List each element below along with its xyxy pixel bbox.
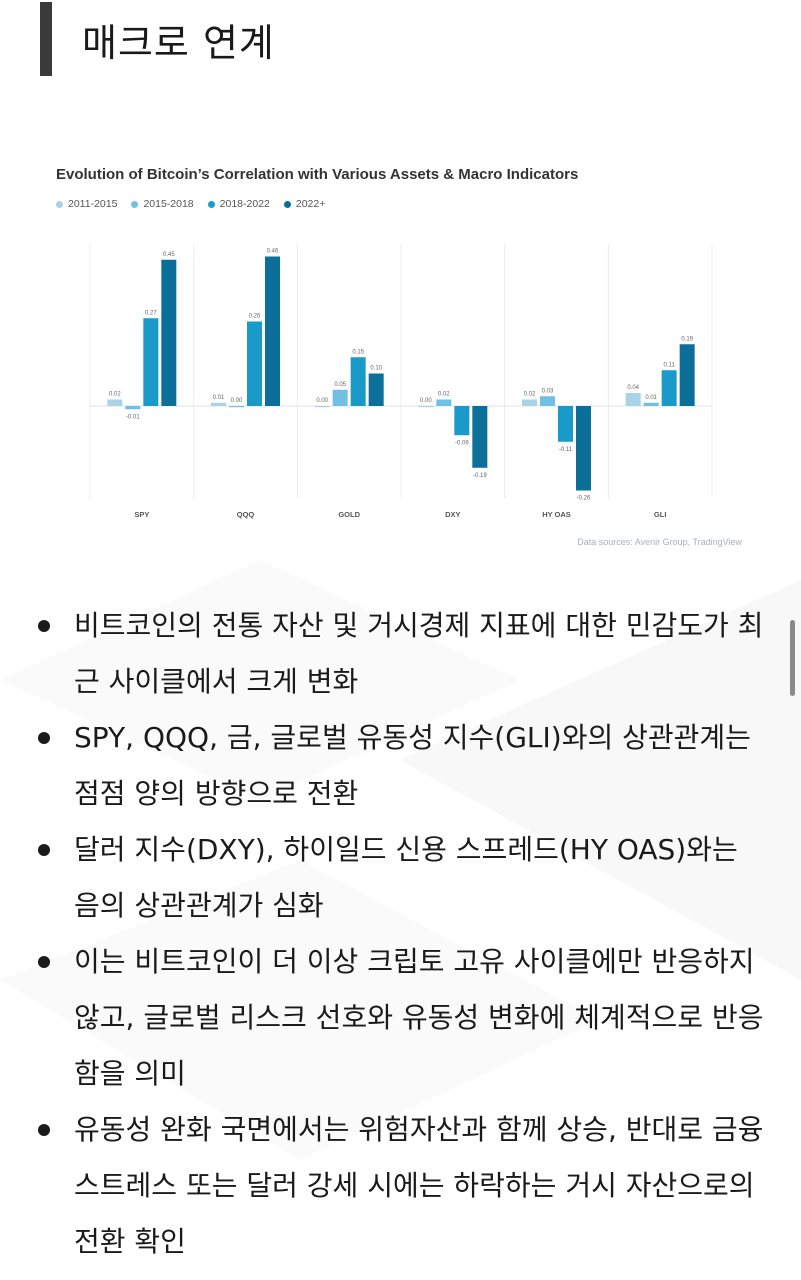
bar xyxy=(229,406,244,408)
bar xyxy=(679,344,695,406)
data-label: 0.27 xyxy=(145,310,157,316)
legend-label: 2011-2015 xyxy=(68,198,118,210)
data-label: 0.11 xyxy=(664,362,676,368)
chart-title: Evolution of Bitcoin’s Correlation with … xyxy=(56,166,579,183)
bar xyxy=(332,389,348,406)
bar xyxy=(454,406,470,436)
legend-item: 2018-2022 xyxy=(207,198,270,210)
section-header: 매크로 연계 xyxy=(40,2,275,76)
bar xyxy=(661,370,677,406)
list-item: SPY, QQQ, 금, 글로벌 유동성 지수(GLI)와의 상관관계는 점점 … xyxy=(30,710,770,822)
data-label: -0.09 xyxy=(455,440,469,446)
data-label: 0.10 xyxy=(370,366,382,372)
legend-swatch xyxy=(283,200,291,208)
bar xyxy=(522,399,537,406)
bar xyxy=(368,373,384,406)
bar xyxy=(143,318,159,406)
category-tick-label: QQQ xyxy=(237,510,255,519)
bullet-list: 비트코인의 전통 자산 및 거시경제 지표에 대한 민감도가 최근 사이클에서 … xyxy=(30,598,770,1270)
chart-legend: 2011-2015 2015-2018 2018-2022 2022+ xyxy=(56,198,325,210)
data-label: 0.19 xyxy=(681,336,693,342)
category-tick-label: SPY xyxy=(134,510,149,519)
data-label: 0.02 xyxy=(524,392,536,398)
data-label: 0.01 xyxy=(213,395,225,401)
bar xyxy=(265,256,280,406)
data-label: -0.19 xyxy=(473,473,487,479)
data-label: 0.00 xyxy=(420,398,432,404)
scrollbar-thumb[interactable] xyxy=(790,620,795,696)
data-label: 0.03 xyxy=(542,388,554,394)
bar xyxy=(558,406,573,442)
category-tick-label: DXY xyxy=(445,510,460,519)
bullet-icon xyxy=(38,1124,50,1136)
bullet-icon xyxy=(38,956,50,968)
bar xyxy=(350,357,366,406)
bar xyxy=(247,321,262,406)
data-label: 0.02 xyxy=(438,392,450,398)
data-label: -0.26 xyxy=(577,496,591,502)
data-label: 0.01 xyxy=(645,395,657,401)
data-label: 0.45 xyxy=(163,252,175,258)
legend-swatch xyxy=(56,200,63,208)
bullet-icon xyxy=(38,620,50,632)
legend-label: 2022+ xyxy=(295,198,326,210)
data-label: -0.11 xyxy=(559,447,573,453)
data-label: 0.46 xyxy=(267,249,279,255)
bar xyxy=(107,399,123,406)
list-item-text: 유동성 완화 국면에서는 위험자산과 함께 상승, 반대로 금융 스트레스 또는… xyxy=(74,1113,764,1258)
bar xyxy=(418,406,434,408)
bar xyxy=(161,259,177,406)
list-item-text: SPY, QQQ, 금, 글로벌 유동성 지수(GLI)와의 상관관계는 점점 … xyxy=(74,721,751,810)
data-label: 0.00 xyxy=(316,398,328,404)
list-item: 이는 비트코인이 더 이상 크립토 고유 사이클에만 반응하지 않고, 글로벌 … xyxy=(30,934,770,1102)
bar xyxy=(125,406,141,410)
data-label: 0.26 xyxy=(249,314,261,320)
category-tick-label: GLI xyxy=(654,510,667,519)
data-label: 0.05 xyxy=(334,382,346,388)
list-item-text: 이는 비트코인이 더 이상 크립토 고유 사이클에만 반응하지 않고, 글로벌 … xyxy=(74,945,764,1090)
legend-swatch xyxy=(207,200,215,208)
legend-item: 2022+ xyxy=(283,198,326,210)
list-item-text: 비트코인의 전통 자산 및 거시경제 지표에 대한 민감도가 최근 사이클에서 … xyxy=(74,609,764,698)
page-title: 매크로 연계 xyxy=(82,20,275,65)
category-tick-label: HY OAS xyxy=(542,510,571,519)
bar xyxy=(625,393,641,406)
bullet-icon xyxy=(38,732,50,744)
data-label: 0.00 xyxy=(231,398,243,404)
bar xyxy=(472,406,488,468)
bullet-icon xyxy=(38,844,50,856)
data-label: -0.01 xyxy=(126,414,140,420)
legend-label: 2018-2022 xyxy=(219,198,270,210)
bar xyxy=(314,406,330,408)
legend-swatch xyxy=(131,200,139,208)
bar xyxy=(211,402,226,406)
chart-canvas: 0.02 -0.01 0.27 0.45 SPY 0.01 0.00 0.26 0.46 QQQ 0… xyxy=(89,244,713,519)
list-item: 달러 지수(DXY), 하이일드 신용 스프레드(HY OAS)와는 음의 상관… xyxy=(30,822,770,934)
legend-item: 2015-2018 xyxy=(131,198,194,210)
list-item: 유동성 완화 국면에서는 위험자산과 함께 상승, 반대로 금융 스트레스 또는… xyxy=(30,1102,770,1270)
data-label: 0.15 xyxy=(352,349,364,355)
legend-item: 2011-2015 xyxy=(56,198,117,210)
legend-label: 2015-2018 xyxy=(143,198,194,210)
bar xyxy=(436,399,452,406)
data-label: 0.02 xyxy=(109,392,121,398)
data-source-note: Data sources: Avenir Group, TradingView xyxy=(577,537,742,547)
data-label: 0.04 xyxy=(627,385,639,391)
bar xyxy=(643,402,659,406)
header-accent-bar xyxy=(40,2,52,76)
bar xyxy=(576,406,591,491)
list-item-text: 달러 지수(DXY), 하이일드 신용 스프레드(HY OAS)와는 음의 상관… xyxy=(74,833,738,922)
category-tick-label: GOLD xyxy=(338,510,360,519)
correlation-chart: 0.02 -0.01 0.27 0.45 SPY 0.01 0.00 0.26 0.46 QQQ 0… xyxy=(40,160,760,560)
list-item: 비트코인의 전통 자산 및 거시경제 지표에 대한 민감도가 최근 사이클에서 … xyxy=(30,598,770,710)
bar xyxy=(540,396,555,406)
